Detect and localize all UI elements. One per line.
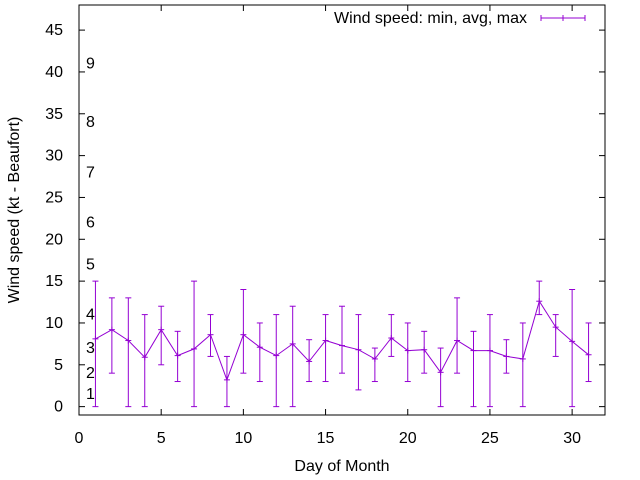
y-tick-label: 10 [45, 315, 63, 332]
error-bar [404, 322, 411, 383]
error-bar [437, 347, 444, 408]
x-tick-label: 10 [234, 430, 252, 447]
error-bar [306, 339, 313, 383]
beaufort-label: 5 [86, 256, 95, 273]
beaufort-label: 7 [86, 164, 95, 181]
x-tick-label: 30 [563, 430, 581, 447]
y-tick-label: 20 [45, 231, 63, 248]
y-tick-label: 30 [45, 148, 63, 165]
beaufort-annotations: 1 2 3 4 5 6 7 8 9 [86, 56, 95, 404]
error-bar [585, 322, 592, 383]
axis-ticks [78, 5, 605, 415]
error-bar [470, 330, 477, 408]
error-bar [519, 322, 526, 408]
y-tick-label: 25 [45, 189, 63, 206]
error-bar [240, 288, 247, 374]
error-bar [256, 322, 263, 383]
error-bar [141, 314, 148, 408]
error-bar [371, 347, 378, 383]
beaufort-label: 6 [86, 215, 95, 232]
legend-label: Wind speed: min, avg, max [334, 10, 527, 27]
error-bar [223, 355, 230, 408]
error-bar [339, 305, 345, 374]
error-bar [503, 339, 510, 374]
x-tick-label: 15 [317, 430, 335, 447]
beaufort-label: 3 [86, 340, 95, 357]
error-bar [552, 314, 559, 357]
error-bar [191, 280, 198, 408]
error-bar [207, 314, 214, 357]
legend: Wind speed: min, avg, max [334, 10, 586, 27]
beaufort-label: 9 [86, 56, 95, 73]
series-layer [92, 280, 592, 408]
error-bar [108, 297, 115, 374]
beaufort-label: 2 [86, 365, 95, 382]
error-bar [355, 314, 362, 391]
error-bar [289, 305, 296, 408]
plot-border [78, 4, 606, 416]
y-axis-label: Wind speed (kt - Beaufort) [6, 117, 23, 304]
x-tick-label: 5 [157, 430, 166, 447]
x-tick-label: 20 [399, 430, 417, 447]
beaufort-label: 8 [86, 114, 95, 131]
error-bar [92, 280, 99, 408]
error-bar [421, 330, 428, 374]
error-bar [388, 314, 395, 357]
error-bar [486, 314, 493, 408]
y-tick-label: 45 [45, 22, 63, 39]
y-tick-label: 5 [54, 357, 63, 374]
error-bar [158, 305, 165, 366]
error-bar [174, 330, 181, 383]
error-bar [454, 297, 461, 374]
y-tick-label: 0 [54, 399, 63, 416]
error-bar [273, 314, 280, 408]
error-bar [569, 288, 576, 408]
beaufort-label: 4 [86, 307, 95, 324]
y-tick-label: 40 [45, 64, 63, 81]
y-tick-label: 15 [45, 273, 63, 290]
error-bar [322, 314, 329, 383]
error-bar [536, 280, 543, 316]
beaufort-label: 1 [86, 386, 95, 403]
y-tick-label: 35 [45, 106, 63, 123]
x-axis-label: Day of Month [294, 458, 389, 475]
x-tick-label: 0 [75, 430, 84, 447]
x-tick-label: 25 [481, 430, 499, 447]
error-bar [125, 297, 132, 408]
